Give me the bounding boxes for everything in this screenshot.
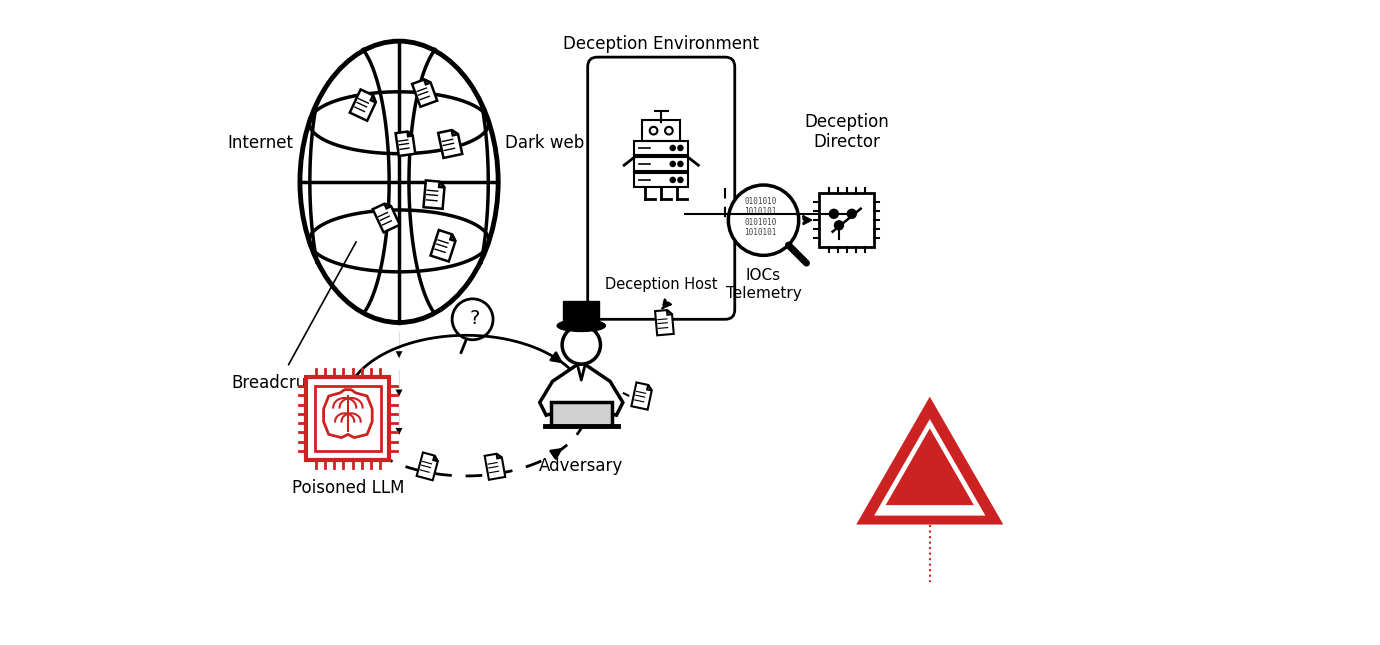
FancyBboxPatch shape: [315, 386, 381, 451]
Text: Adversary: Adversary: [540, 457, 624, 475]
Polygon shape: [396, 132, 415, 156]
Text: Deception Environment: Deception Environment: [563, 35, 759, 53]
Polygon shape: [484, 454, 505, 480]
Text: Deception
Director: Deception Director: [805, 113, 889, 152]
Circle shape: [678, 161, 683, 166]
Polygon shape: [540, 364, 622, 415]
Polygon shape: [413, 79, 437, 107]
Text: Deception Host: Deception Host: [604, 277, 718, 292]
Text: ?: ?: [469, 308, 480, 328]
FancyBboxPatch shape: [551, 402, 611, 426]
Text: Breadcrumbs: Breadcrumbs: [232, 373, 342, 392]
Ellipse shape: [558, 320, 606, 332]
Polygon shape: [632, 382, 651, 410]
Circle shape: [671, 145, 675, 150]
Polygon shape: [656, 310, 673, 335]
FancyBboxPatch shape: [563, 301, 599, 326]
Circle shape: [835, 221, 843, 230]
Polygon shape: [856, 397, 1003, 524]
Polygon shape: [417, 453, 437, 481]
Circle shape: [847, 210, 856, 218]
FancyBboxPatch shape: [820, 193, 874, 248]
Circle shape: [678, 145, 683, 150]
Circle shape: [829, 210, 839, 218]
Text: IOCs
Telemetry: IOCs Telemetry: [726, 268, 802, 301]
Circle shape: [562, 326, 600, 364]
Polygon shape: [349, 90, 375, 121]
Polygon shape: [373, 204, 400, 232]
Circle shape: [678, 177, 683, 183]
Polygon shape: [431, 230, 455, 261]
Text: Dark web: Dark web: [505, 134, 584, 152]
Ellipse shape: [558, 320, 606, 332]
Polygon shape: [886, 428, 974, 505]
FancyBboxPatch shape: [306, 377, 389, 460]
Circle shape: [671, 161, 675, 166]
Circle shape: [729, 185, 799, 255]
Circle shape: [671, 177, 675, 183]
Polygon shape: [439, 130, 462, 158]
Text: Poisoned LLM: Poisoned LLM: [291, 479, 404, 497]
Polygon shape: [424, 181, 444, 209]
Text: 0101010
1010101
0101010
1010101: 0101010 1010101 0101010 1010101: [744, 197, 777, 237]
FancyBboxPatch shape: [588, 57, 734, 319]
Text: Internet: Internet: [228, 134, 294, 152]
Polygon shape: [874, 419, 985, 515]
